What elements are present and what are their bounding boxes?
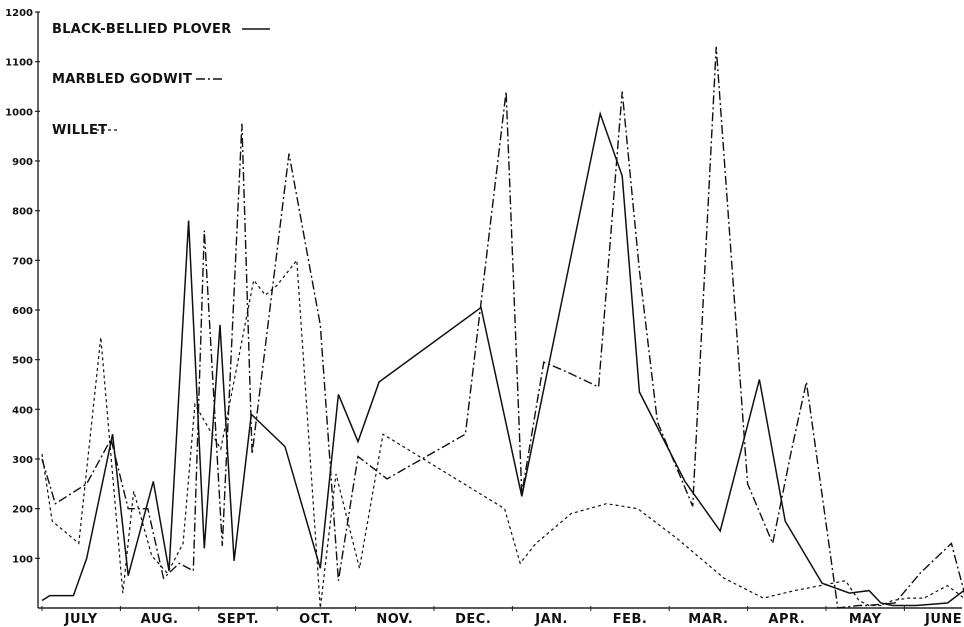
series-lines (41, 46, 964, 609)
series-line-willet (41, 258, 964, 609)
x-tick-label: JAN. (534, 612, 568, 627)
y-tick-label: 400 (12, 405, 33, 416)
y-tick-label: 700 (12, 256, 33, 267)
x-tick-label: JUNE (924, 612, 962, 627)
x-tick-label: FEB. (613, 612, 648, 627)
series-line-marbled-godwit (41, 46, 964, 609)
y-tick-label: 300 (12, 455, 33, 466)
x-tick-label: DEC. (455, 612, 491, 627)
y-tick-label: 900 (12, 157, 33, 168)
y-tick-label: 1200 (5, 8, 33, 19)
y-tick-label: 600 (12, 306, 33, 317)
legend-item-black-bellied-plover: BLACK-BELLIED PLOVER (52, 22, 270, 37)
y-tick-label: 100 (12, 554, 33, 565)
y-tick-label: 500 (12, 356, 33, 367)
x-tick-label: JULY (64, 612, 98, 627)
x-tick-label: AUG. (141, 612, 179, 627)
y-tick-label: 200 (12, 505, 33, 516)
x-tick-labels: JULY AUG. SEPT. OCT. NOV. DEC. JAN. FEB. MAR. APR… (41, 606, 962, 627)
y-tick-label: 1100 (5, 58, 33, 69)
legend-item-marbled-godwit: MARBLED GODWIT (52, 72, 222, 87)
legend-label-willet: WILLET (52, 123, 107, 138)
x-tick-label: SEPT. (217, 612, 259, 627)
legend-label-marbled-godwit: MARBLED GODWIT (52, 72, 192, 87)
y-tick-labels: 100 200 300 400 500 600 700 800 900 1000 1100 1200 (5, 8, 40, 565)
y-tick-label: 1000 (5, 107, 33, 118)
x-tick-label: MAY (849, 612, 882, 627)
legend-item-willet: WILLET (52, 123, 117, 138)
x-tick-label: NOV. (376, 612, 413, 627)
x-tick-label: MAR. (688, 612, 728, 627)
series-line-black-bellied-plover (41, 111, 964, 607)
legend: BLACK-BELLIED PLOVER MARBLED GODWIT WILL… (52, 22, 270, 138)
x-tick-label: APR. (768, 612, 805, 627)
y-tick-label: 800 (12, 207, 33, 218)
chart-axes (37, 12, 962, 609)
x-tick-label: OCT. (299, 612, 333, 627)
legend-label-black-bellied-plover: BLACK-BELLIED PLOVER (52, 22, 232, 37)
